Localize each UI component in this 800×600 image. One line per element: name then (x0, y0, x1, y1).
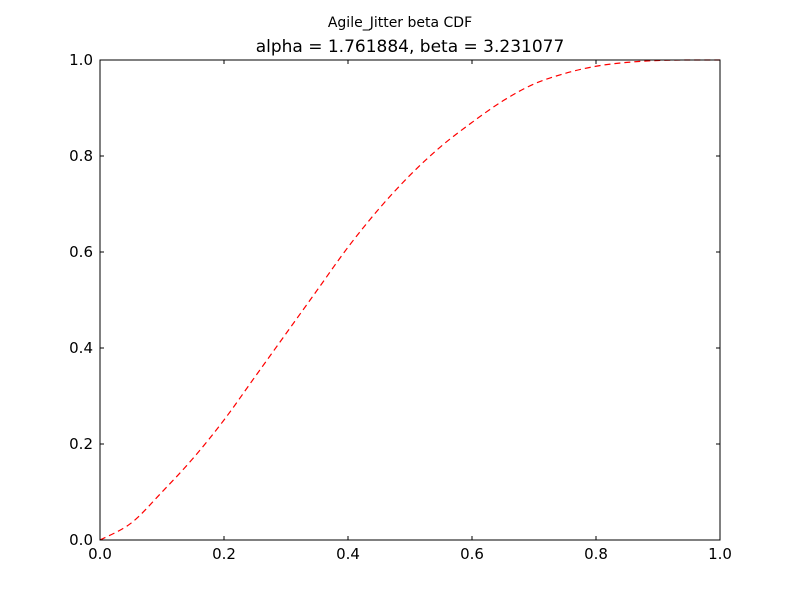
y-tick-label-2: 0.4 (69, 339, 93, 357)
x-tick-label-3: 0.6 (460, 545, 484, 563)
series-line-0 (99, 59, 721, 541)
x-tick-label-1: 0.2 (212, 545, 236, 563)
y-tick-label-4: 0.8 (69, 147, 93, 165)
x-tick-label-5: 1.0 (708, 545, 732, 563)
plot-area (99, 59, 721, 541)
x-tick-label-0: 0.0 (88, 545, 112, 563)
y-tick-label-0: 0.0 (69, 531, 93, 549)
y-tick-label-3: 0.6 (69, 243, 93, 261)
y-tick-label-5: 1.0 (69, 51, 93, 69)
axes-frame (99, 59, 721, 541)
x-tick-label-4: 0.8 (584, 545, 608, 563)
y-tick-label-1: 0.2 (69, 435, 93, 453)
x-tick-label-2: 0.4 (336, 545, 360, 563)
chart-suptitle: Agile_Jitter beta CDF (328, 15, 472, 31)
chart-title: alpha = 1.761884, beta = 3.231077 (256, 37, 565, 57)
